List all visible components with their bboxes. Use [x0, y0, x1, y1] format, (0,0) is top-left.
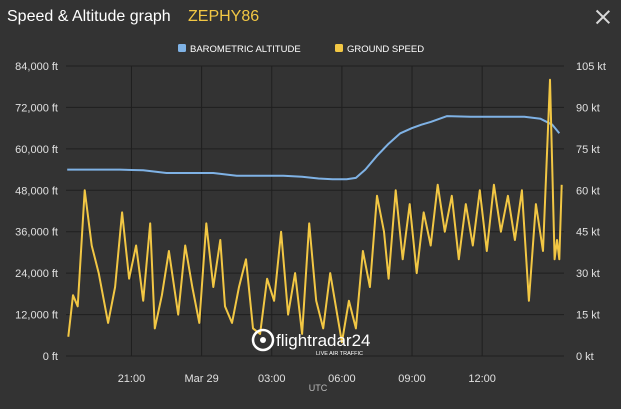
x-tick-label: 03:00 — [258, 373, 286, 385]
x-axis-ticks: 21:00 Mar 29 03:00 06:00 09:00 12:00 — [118, 373, 496, 385]
x-tick-label: 21:00 — [118, 373, 146, 385]
x-tick-label: 06:00 — [328, 373, 356, 385]
right-tick-label: 15 kt — [576, 310, 600, 322]
panel-header: Speed & Altitude graph ZEPHY86 — [0, 0, 621, 34]
right-tick-label: 60 kt — [576, 185, 600, 197]
right-tick-label: 30 kt — [576, 268, 600, 280]
ground-speed-series-line — [67, 78, 563, 344]
left-tick-label: 0 ft — [43, 351, 58, 363]
panel-title: Speed & Altitude graph — [7, 8, 171, 25]
right-tick-label: 0 kt — [576, 351, 594, 363]
grid-lines — [66, 65, 564, 357]
right-tick-label: 90 kt — [576, 102, 600, 114]
logo-ring — [251, 328, 275, 352]
x-axis-label: UTC — [309, 383, 328, 393]
right-tick-label: 75 kt — [576, 144, 600, 156]
legend-altitude-label[interactable]: BAROMETRIC ALTITUDE — [190, 44, 301, 55]
left-tick-label: 24,000 ft — [15, 268, 58, 280]
x-tick-label: 09:00 — [398, 373, 426, 385]
logo-text: flightradar24 — [276, 331, 371, 350]
left-tick-label: 48,000 ft — [15, 185, 58, 197]
plot-area — [66, 66, 564, 356]
flightradar24-logo: flightradar24 LIVE AIR TRAFFIC — [251, 328, 371, 357]
left-tick-label: 72,000 ft — [15, 102, 58, 114]
legend-altitude-swatch — [178, 44, 186, 52]
legend-speed-swatch — [335, 44, 343, 52]
left-axis-ticks: 0 ft 12,000 ft 24,000 ft 36,000 ft 48,000 ft… — [15, 61, 58, 363]
flight-callsign[interactable]: ZEPHY86 — [188, 8, 260, 25]
right-tick-label: 45 kt — [576, 227, 600, 239]
left-tick-label: 60,000 ft — [15, 144, 58, 156]
x-tick-label: Mar 29 — [184, 373, 218, 385]
legend[interactable]: BAROMETRIC ALTITUDE GROUND SPEED — [178, 44, 424, 55]
right-axis-ticks: 0 kt 15 kt 30 kt 45 kt 60 kt 75 kt 90 kt 105 kt — [576, 61, 606, 363]
x-tick-label: 12:00 — [468, 373, 496, 385]
altitude-series-line — [67, 115, 561, 181]
left-tick-label: 36,000 ft — [15, 227, 58, 239]
right-tick-label: 105 kt — [576, 61, 606, 73]
logo-tagline: LIVE AIR TRAFFIC — [316, 351, 363, 357]
left-tick-label: 12,000 ft — [15, 310, 58, 322]
legend-speed-label[interactable]: GROUND SPEED — [347, 44, 424, 55]
logo-dot — [260, 337, 266, 343]
left-tick-label: 84,000 ft — [15, 61, 58, 73]
